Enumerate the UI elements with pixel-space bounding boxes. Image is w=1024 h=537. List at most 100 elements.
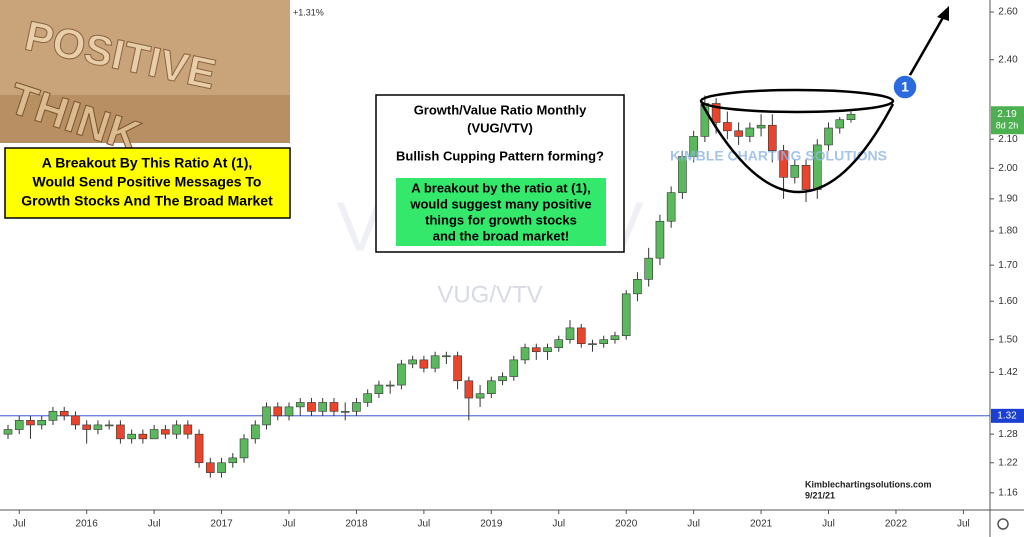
plot-area bbox=[0, 95, 990, 478]
candle-body bbox=[217, 462, 226, 473]
chart-subtitle: (VUG/VTV) bbox=[467, 120, 533, 135]
candle-body bbox=[666, 192, 676, 222]
y-tick-label: 1.70 bbox=[998, 260, 1018, 271]
y-tick-label: 1.60 bbox=[998, 296, 1018, 307]
candle-body bbox=[228, 457, 238, 464]
candle-body bbox=[498, 376, 507, 382]
annotations: POSITIVE THINK A Breakout By This Ratio … bbox=[0, 0, 1009, 530]
candle-body bbox=[239, 438, 249, 459]
candle-body bbox=[250, 424, 260, 440]
green-note-line: would suggest many positive bbox=[409, 196, 591, 211]
marker-circle bbox=[892, 74, 918, 100]
candle-body bbox=[284, 406, 294, 417]
candle-body bbox=[295, 402, 305, 408]
candle-body bbox=[824, 127, 833, 146]
candle-body bbox=[318, 402, 328, 412]
candle-body bbox=[711, 103, 721, 123]
candle-body bbox=[262, 406, 271, 426]
candle-body bbox=[340, 411, 350, 413]
candle-body bbox=[183, 424, 193, 435]
x-tick-label: Jul bbox=[13, 519, 26, 530]
candle-body bbox=[464, 380, 474, 399]
candle-body bbox=[835, 119, 845, 129]
candle-body bbox=[644, 257, 653, 280]
candle-body bbox=[487, 380, 496, 394]
y-tick-label: 1.50 bbox=[998, 334, 1018, 345]
candle-body bbox=[554, 339, 564, 348]
green-note-line: A breakout by the ratio at (1), bbox=[411, 180, 590, 195]
x-tick-label: 2020 bbox=[615, 519, 638, 530]
candle-body bbox=[329, 402, 339, 412]
candle-body bbox=[37, 420, 47, 426]
candle-body bbox=[801, 165, 811, 190]
last-price-label: 2.19 bbox=[997, 109, 1017, 120]
x-tick-label: Jul bbox=[687, 519, 700, 530]
candle-body bbox=[633, 279, 642, 295]
candle-body bbox=[3, 429, 13, 435]
x-tick-label: 2016 bbox=[76, 519, 99, 530]
yellow-note-box bbox=[4, 147, 291, 219]
candle-body bbox=[82, 424, 91, 430]
candle-body bbox=[779, 150, 788, 178]
candle-body bbox=[59, 411, 69, 417]
candle-body bbox=[846, 113, 856, 121]
y-tick-label: 1.16 bbox=[998, 487, 1018, 498]
candle-body bbox=[453, 355, 462, 382]
x-tick-label: 2018 bbox=[345, 519, 368, 530]
candle-body bbox=[734, 130, 743, 137]
x-tick-label: Jul bbox=[822, 519, 835, 530]
x-tick-label: Jul bbox=[552, 519, 565, 530]
change-label: +1.31% bbox=[293, 7, 324, 17]
candle-body bbox=[26, 420, 35, 426]
logo: KIMBLE CHARTING SOLUTIONS bbox=[670, 148, 887, 164]
candle-body bbox=[273, 406, 283, 417]
green-note-line: things for growth stocks bbox=[425, 212, 577, 227]
candle-body bbox=[509, 359, 519, 377]
y-tick-label: 2.40 bbox=[998, 54, 1018, 65]
y-tick-label: 1.42 bbox=[998, 367, 1018, 378]
arrow-head bbox=[937, 6, 949, 21]
candle-body bbox=[116, 424, 125, 440]
y-tick-label: 1.28 bbox=[998, 429, 1018, 440]
level-label: 1.32 bbox=[997, 410, 1017, 421]
x-tick-label: Jul bbox=[148, 519, 161, 530]
candle-body bbox=[442, 355, 451, 358]
cup-bowl bbox=[700, 103, 895, 194]
candle-body bbox=[374, 384, 384, 394]
candle-body bbox=[745, 127, 755, 137]
y-tick-label: 2.60 bbox=[998, 7, 1018, 18]
candle-body bbox=[790, 165, 800, 178]
photo-floor bbox=[0, 95, 290, 143]
candle-body bbox=[621, 293, 631, 337]
candle-body bbox=[543, 347, 552, 353]
countdown-label: 8d 2h bbox=[996, 121, 1019, 131]
green-note-box bbox=[396, 178, 606, 246]
candle-body bbox=[565, 327, 575, 340]
candle-body bbox=[138, 433, 148, 440]
candle-body bbox=[149, 429, 159, 440]
candle-body bbox=[363, 393, 372, 403]
marker-label: 1 bbox=[901, 79, 909, 95]
candle-body bbox=[408, 359, 417, 365]
candle-body bbox=[588, 343, 597, 345]
x-tick-label: Jul bbox=[283, 519, 296, 530]
candle-body bbox=[206, 462, 215, 473]
candle-body bbox=[71, 415, 80, 426]
candle-body bbox=[385, 384, 395, 387]
candle-body bbox=[419, 359, 429, 369]
candle-body bbox=[576, 327, 586, 344]
settings-icon[interactable] bbox=[997, 518, 1009, 530]
y-tick-label: 1.90 bbox=[998, 194, 1018, 205]
candle-body bbox=[430, 355, 440, 369]
y-tick-label: 2.10 bbox=[998, 134, 1018, 145]
x-tick-label: Jul bbox=[957, 519, 970, 530]
x-tick-label: 2019 bbox=[480, 519, 503, 530]
x-tick-label: 2021 bbox=[750, 519, 773, 530]
cup-rim bbox=[699, 88, 895, 114]
candle-body bbox=[768, 124, 777, 152]
date: 9/21/21 bbox=[805, 490, 835, 500]
candle-body bbox=[756, 124, 766, 129]
candle-body bbox=[475, 393, 485, 399]
candle-body bbox=[397, 363, 406, 386]
